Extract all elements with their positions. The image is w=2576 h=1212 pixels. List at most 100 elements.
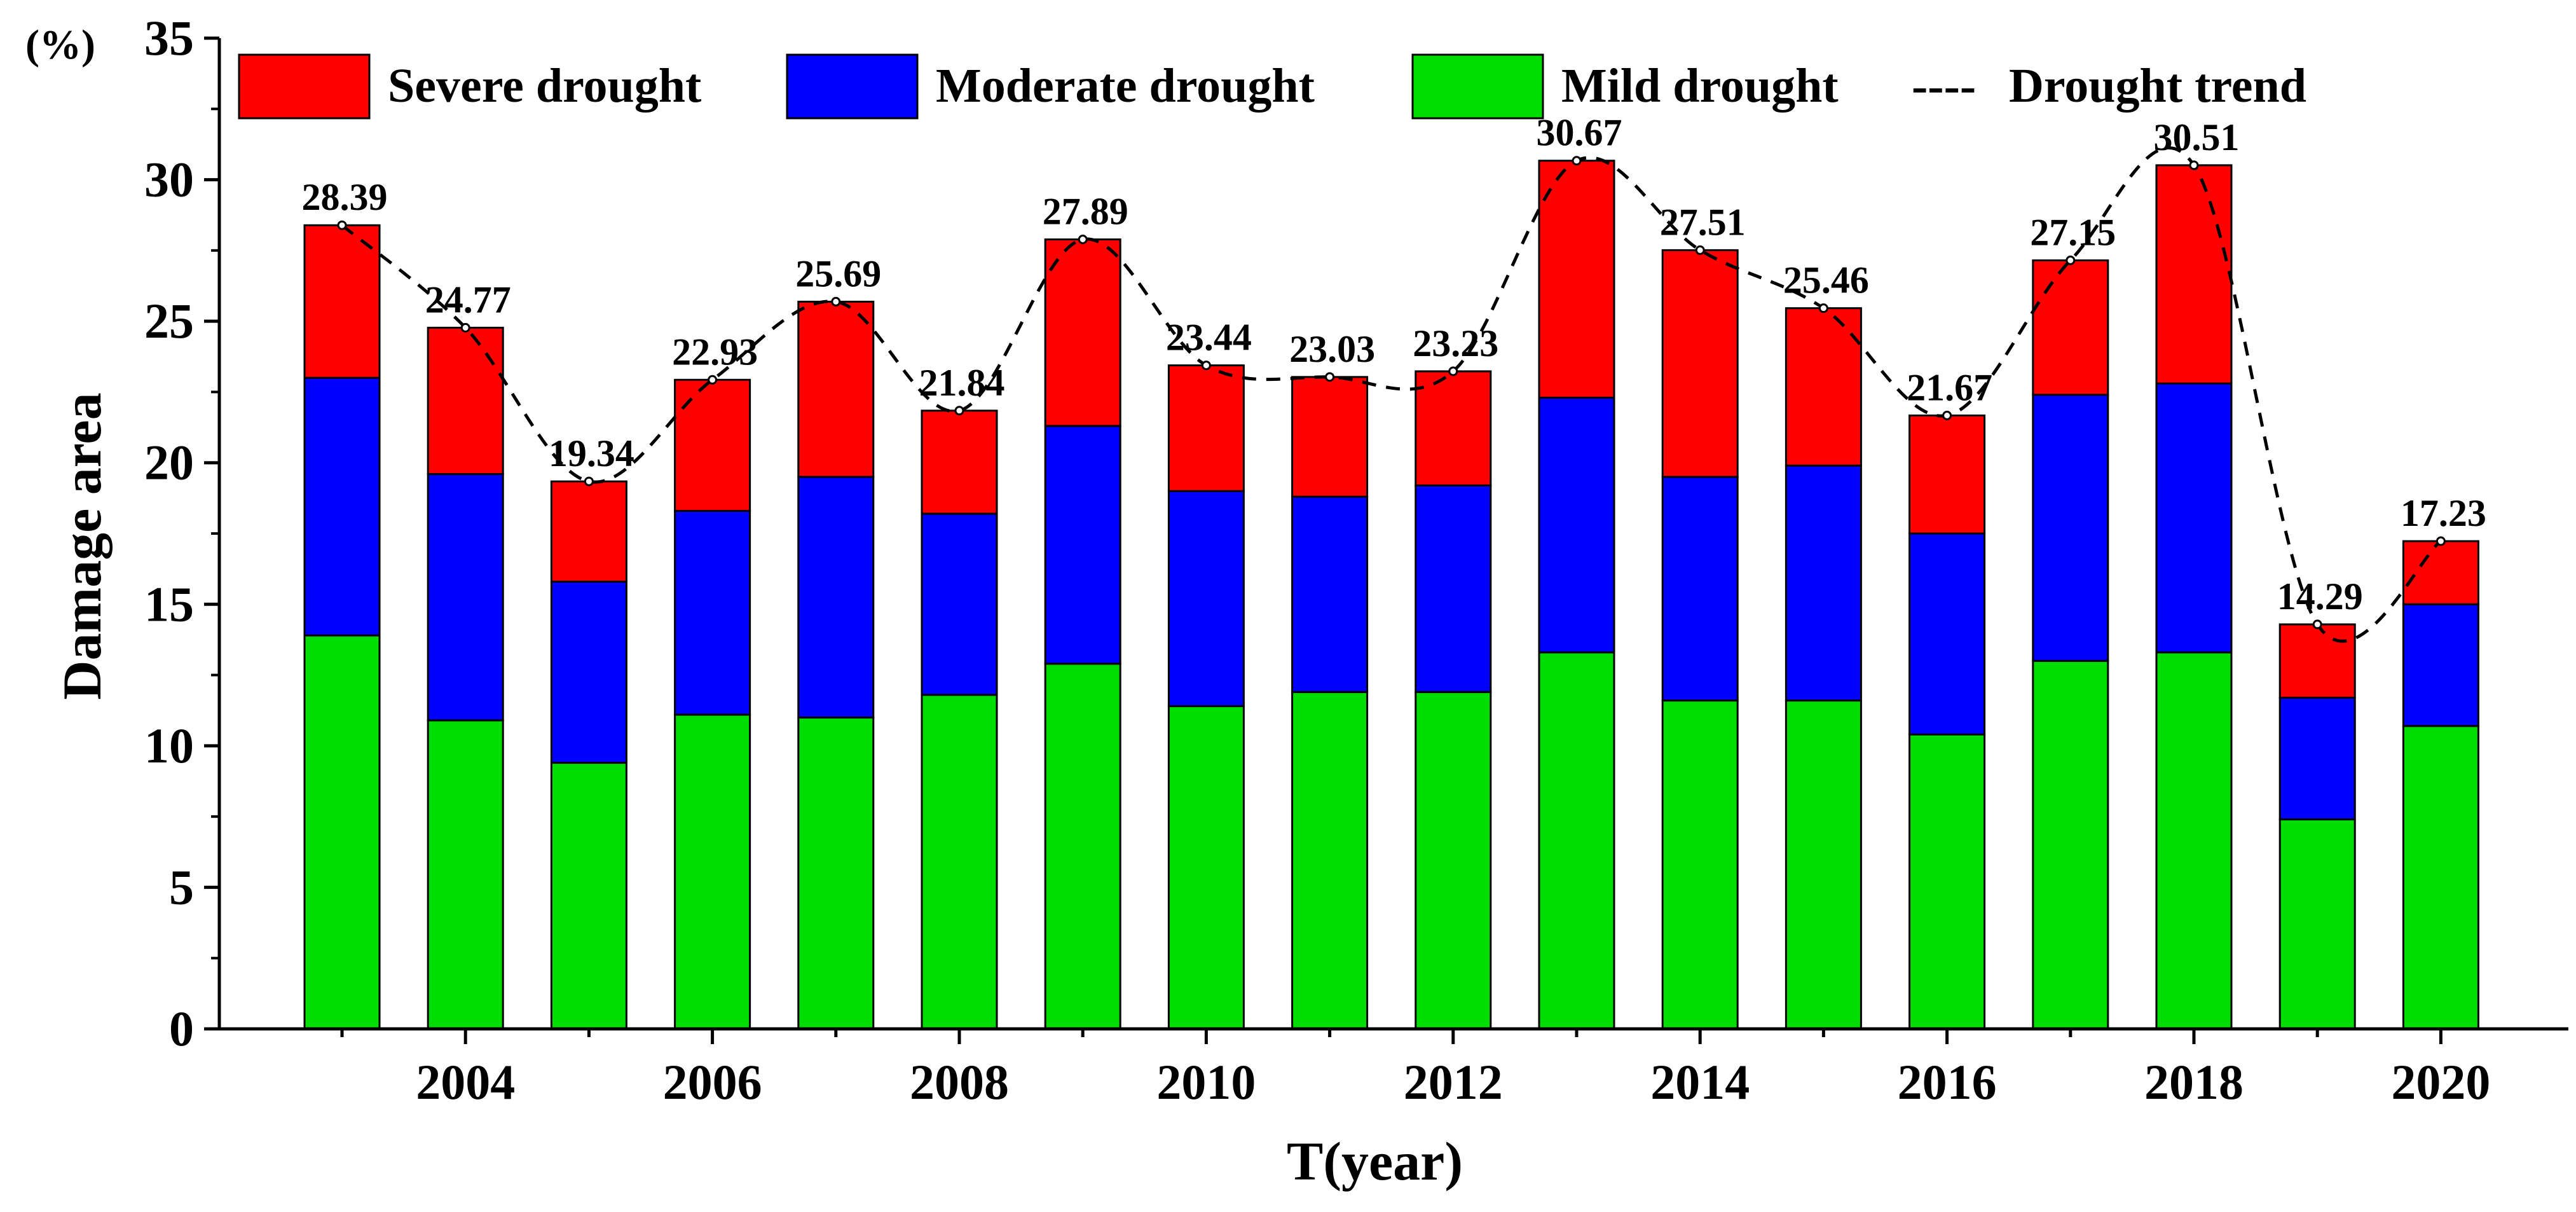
legend-trend-marker: ---- xyxy=(1912,59,1976,113)
bar-moderate-2006 xyxy=(674,509,751,716)
data-labels-layer: 28.39 24.77 19.34 22.93 25.69 21.84 27.89 23.44… xyxy=(302,112,2486,617)
bar-moderate-2010 xyxy=(1167,490,1245,708)
total-label-2011: 23.03 xyxy=(1289,328,1375,370)
trend-point-2011 xyxy=(1325,372,1335,382)
y-ticks: 0 5 10 15 20 25 30 35 xyxy=(144,10,219,1056)
total-label-2004: 24.77 xyxy=(425,279,511,320)
bar-severe-2007 xyxy=(797,300,875,478)
bar-severe-2015 xyxy=(1785,307,1862,467)
y-tick-label-30: 30 xyxy=(144,152,194,207)
x-ticks: 2004 2006 2008 2010 2012 2014 2016 2018 2020 xyxy=(340,1029,2490,1110)
total-label-2016: 21.67 xyxy=(1907,366,1992,408)
trend-point-2004 xyxy=(460,322,470,333)
bar-mild-2009 xyxy=(1044,663,1121,1030)
bar-moderate-2016 xyxy=(1908,532,1986,736)
bar-moderate-2020 xyxy=(2402,603,2479,727)
bar-severe-2020 xyxy=(2402,540,2479,605)
bar-mild-2007 xyxy=(797,716,875,1030)
bar-mild-2016 xyxy=(1908,733,1986,1030)
y-axis-title: Damage area xyxy=(51,392,113,699)
legend: Severe drought Moderate drought Mild dro… xyxy=(238,53,2306,120)
bar-mild-2010 xyxy=(1167,705,1245,1030)
bar-mild-2012 xyxy=(1415,691,1492,1030)
total-label-2005: 19.34 xyxy=(549,432,634,474)
total-label-2003: 28.39 xyxy=(302,176,388,218)
trend-point-2013 xyxy=(1572,156,1582,166)
y-tick-label-10: 10 xyxy=(144,718,194,773)
legend-swatch-mild xyxy=(1411,53,1544,120)
total-label-2009: 27.89 xyxy=(1043,190,1128,232)
bar-moderate-2019 xyxy=(2278,696,2356,821)
legend-swatch-severe xyxy=(238,53,371,120)
bar-severe-2014 xyxy=(1661,249,1739,478)
x-tick-label-2016: 2016 xyxy=(1898,1054,1997,1110)
bar-mild-2013 xyxy=(1538,651,1615,1030)
bar-severe-2019 xyxy=(2278,623,2356,699)
trend-point-2007 xyxy=(831,296,841,306)
drought-trend-line xyxy=(341,146,2442,643)
total-label-2020: 17.23 xyxy=(2401,492,2486,534)
trend-point-2016 xyxy=(1942,410,1952,420)
bar-severe-2006 xyxy=(674,378,751,512)
bar-moderate-2009 xyxy=(1044,425,1121,665)
bar-moderate-2007 xyxy=(797,476,875,719)
x-tick-label-2006: 2006 xyxy=(663,1054,762,1110)
y-tick-label-20: 20 xyxy=(144,435,194,490)
bar-mild-2020 xyxy=(2402,725,2479,1030)
trend-point-2019 xyxy=(2312,619,2322,630)
bar-severe-2004 xyxy=(427,326,504,476)
bar-severe-2003 xyxy=(303,224,381,379)
legend-label-mild: Mild drought xyxy=(1561,59,1839,113)
total-label-2013: 30.67 xyxy=(1537,112,1622,154)
legend-swatch-moderate xyxy=(786,53,919,120)
total-label-2014: 27.51 xyxy=(1660,201,1746,243)
x-tick-label-2012: 2012 xyxy=(1404,1054,1503,1110)
total-label-2008: 21.84 xyxy=(919,362,1005,404)
total-label-2018: 30.51 xyxy=(2154,116,2240,158)
trend-point-2020 xyxy=(2436,536,2446,546)
bar-mild-2017 xyxy=(2032,659,2109,1030)
x-tick-label-2010: 2010 xyxy=(1156,1054,1256,1110)
bar-moderate-2017 xyxy=(2032,394,2109,662)
total-label-2012: 23.23 xyxy=(1413,322,1498,364)
trend-point-2018 xyxy=(2189,160,2199,170)
trend-point-2009 xyxy=(1078,234,1088,244)
x-tick-label-2008: 2008 xyxy=(910,1054,1009,1110)
x-tick-label-2004: 2004 xyxy=(416,1054,515,1110)
bar-moderate-2004 xyxy=(427,473,504,722)
total-label-2010: 23.44 xyxy=(1166,317,1252,359)
bar-severe-2016 xyxy=(1908,414,1986,535)
y-tick-label-25: 25 xyxy=(144,293,194,348)
legend-label-moderate: Moderate drought xyxy=(936,59,1315,113)
bar-severe-2018 xyxy=(2155,164,2233,385)
trend-point-2017 xyxy=(2066,255,2076,265)
bar-moderate-2014 xyxy=(1661,476,1739,702)
bar-moderate-2013 xyxy=(1538,396,1615,654)
y-tick-label-0: 0 xyxy=(169,1001,194,1056)
bar-severe-2012 xyxy=(1415,370,1492,486)
trend-point-2008 xyxy=(954,406,964,416)
trend-point-2015 xyxy=(1818,303,1828,313)
total-label-2017: 27.15 xyxy=(2030,211,2116,253)
legend-label-trend: Drought trend xyxy=(2009,59,2306,113)
unit-label: (%) xyxy=(25,22,95,68)
y-tick-label-35: 35 xyxy=(144,10,194,65)
trend-point-2005 xyxy=(584,476,594,486)
x-tick-label-2014: 2014 xyxy=(1650,1054,1750,1110)
bar-moderate-2003 xyxy=(303,376,381,637)
bar-mild-2015 xyxy=(1785,699,1862,1030)
bar-severe-2008 xyxy=(921,410,998,515)
bar-moderate-2008 xyxy=(921,513,998,696)
x-tick-label-2020: 2020 xyxy=(2391,1054,2490,1110)
bar-moderate-2011 xyxy=(1291,495,1369,693)
y-tick-label-5: 5 xyxy=(169,859,194,914)
bar-mild-2005 xyxy=(550,762,627,1030)
bar-mild-2018 xyxy=(2155,651,2233,1030)
legend-label-severe: Severe drought xyxy=(388,59,701,113)
bar-mild-2003 xyxy=(303,634,381,1030)
bar-severe-2017 xyxy=(2032,259,2109,396)
trend-point-2006 xyxy=(708,375,718,385)
bar-mild-2011 xyxy=(1291,691,1369,1030)
